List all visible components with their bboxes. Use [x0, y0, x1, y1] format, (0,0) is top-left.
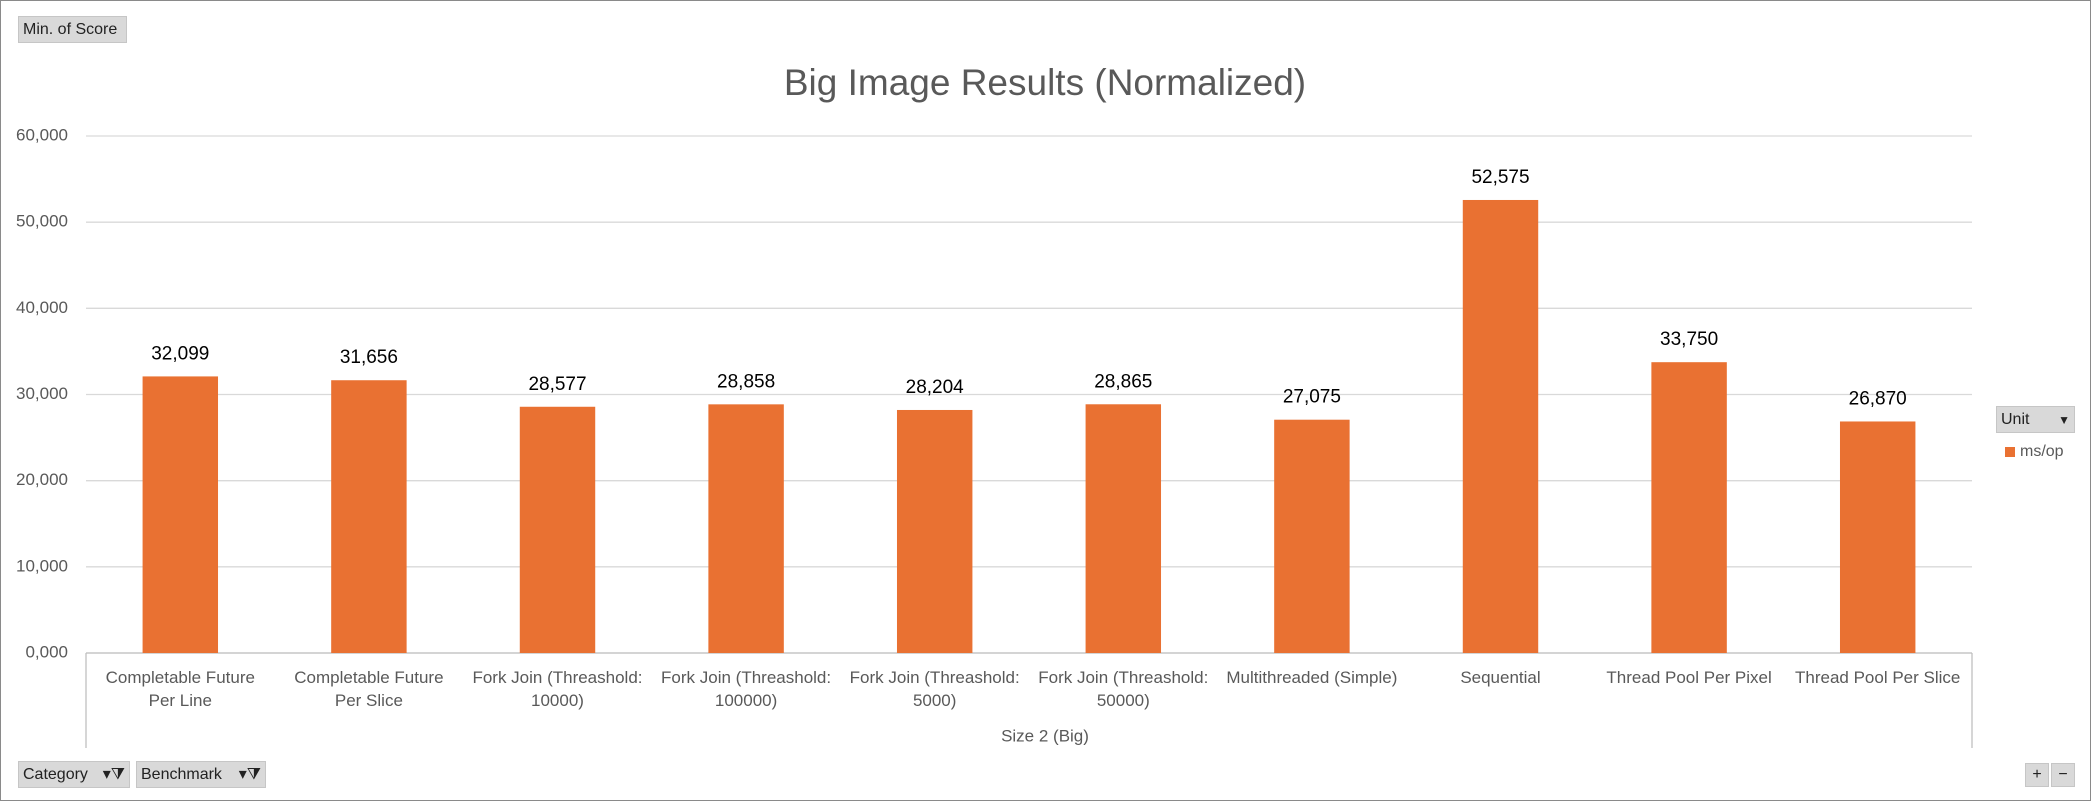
axis-field-label: Category	[23, 766, 88, 783]
x-tick-label: Completable Future Per Slice	[294, 668, 444, 710]
x-tick-label: Multithreaded (Simple)	[1226, 668, 1398, 687]
x-tick-label: Fork Join (Threashold: 50000)	[1038, 668, 1209, 710]
bar	[1462, 199, 1539, 653]
data-label: 33,750	[1660, 329, 1718, 350]
x-tick-label: Thread Pool Per Pixel	[1606, 668, 1772, 687]
bar	[142, 376, 219, 653]
data-label: 28,204	[906, 377, 965, 398]
y-tick-label: 0,000	[25, 642, 68, 661]
data-label: 26,870	[1849, 388, 1907, 409]
bar	[519, 406, 596, 653]
collapse-button[interactable]: −	[2051, 763, 2075, 787]
legend-title: Unit	[2001, 411, 2030, 428]
axis-field-label: Benchmark	[141, 766, 222, 783]
x-tick-label: Fork Join (Threashold: 5000)	[849, 668, 1020, 710]
x-tick-label: Sequential	[1460, 668, 1541, 687]
x-tick-label: Fork Join (Threashold: 10000)	[472, 668, 643, 710]
data-label: 52,575	[1471, 167, 1529, 188]
data-label: 28,577	[528, 374, 586, 395]
x-tick-label: Thread Pool Per Slice	[1795, 668, 1961, 687]
axis-field-button[interactable]: Benchmark ▾⧩	[136, 761, 266, 788]
y-tick-label: 10,000	[16, 556, 68, 575]
bar	[1085, 404, 1162, 653]
bar	[1651, 362, 1727, 653]
bar	[1274, 419, 1350, 653]
legend-field-button[interactable]: Unit ▼	[1996, 406, 2075, 433]
data-label: 28,865	[1094, 371, 1152, 392]
data-label: 31,656	[340, 347, 398, 368]
value-field-button[interactable]: Min. of Score	[18, 16, 127, 43]
x-group-label: Size 2 (Big)	[1001, 726, 1089, 745]
bar	[331, 380, 407, 653]
chart-title: Big Image Results (Normalized)	[784, 62, 1306, 103]
data-label: 28,858	[717, 371, 775, 392]
filter-icon: ▾⧩	[238, 766, 261, 783]
bar	[708, 404, 784, 653]
x-tick-label: Completable Future Per Line	[105, 668, 255, 710]
y-tick-label: 30,000	[16, 384, 68, 403]
filter-icon: ▾⧩	[102, 766, 125, 783]
legend-swatch	[2005, 447, 2015, 457]
bar	[1839, 421, 1916, 653]
data-label: 27,075	[1283, 387, 1341, 408]
bar	[896, 409, 973, 653]
legend-label: ms/op	[2020, 443, 2064, 460]
y-tick-label: 50,000	[16, 212, 68, 231]
dropdown-icon: ▼	[2058, 413, 2070, 427]
axis-field-button[interactable]: Category ▾⧩	[18, 761, 130, 788]
data-label: 32,099	[151, 343, 209, 364]
y-tick-label: 20,000	[16, 470, 68, 489]
y-tick-label: 40,000	[16, 298, 68, 317]
y-tick-label: 60,000	[16, 125, 68, 144]
x-tick-label: Fork Join (Threashold: 100000)	[661, 668, 832, 710]
expand-button[interactable]: +	[2025, 763, 2049, 787]
